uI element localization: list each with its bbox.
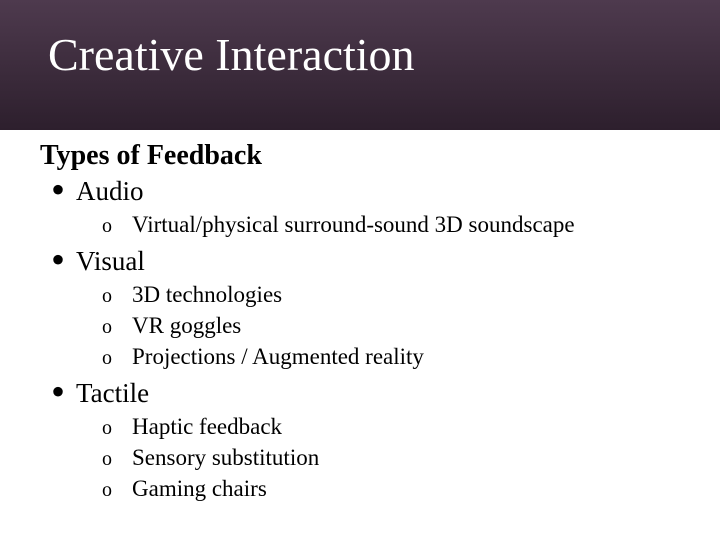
bullet-icon: • xyxy=(40,174,76,206)
sub-list-text: Gaming chairs xyxy=(132,474,267,504)
bullet-icon: • xyxy=(40,244,76,276)
sub-list-text: VR goggles xyxy=(132,311,241,341)
sub-bullet-icon: o xyxy=(102,448,132,471)
sub-list-item: o Virtual/physical surround-sound 3D sou… xyxy=(102,210,680,240)
list-item-label: Visual xyxy=(76,244,145,278)
sub-bullet-icon: o xyxy=(102,316,132,339)
sub-list-item: o 3D technologies xyxy=(102,280,680,310)
sub-list-item: o Sensory substitution xyxy=(102,443,680,473)
sub-list-item: o Gaming chairs xyxy=(102,474,680,504)
list-item: • Audio xyxy=(40,174,680,208)
sub-bullet-icon: o xyxy=(102,347,132,370)
sub-list-text: Projections / Augmented reality xyxy=(132,342,424,372)
sub-bullet-icon: o xyxy=(102,479,132,502)
sub-list-text: Sensory substitution xyxy=(132,443,319,473)
sub-bullet-icon: o xyxy=(102,215,132,238)
sub-list-item: o VR goggles xyxy=(102,311,680,341)
slide-title: Creative Interaction xyxy=(48,28,720,81)
slide-subtitle: Types of Feedback xyxy=(40,140,680,172)
bullet-icon: • xyxy=(40,376,76,408)
sub-bullet-icon: o xyxy=(102,417,132,440)
sub-list-item: o Haptic feedback xyxy=(102,412,680,442)
list-item-label: Audio xyxy=(76,174,144,208)
sub-list-text: Virtual/physical surround-sound 3D sound… xyxy=(132,210,575,240)
list-item-label: Tactile xyxy=(76,376,149,410)
sub-list-text: 3D technologies xyxy=(132,280,282,310)
sub-list-text: Haptic feedback xyxy=(132,412,282,442)
list-item: • Visual xyxy=(40,244,680,278)
sub-list: o Virtual/physical surround-sound 3D sou… xyxy=(102,210,680,240)
slide-content: Types of Feedback • Audio o Virtual/phys… xyxy=(0,130,720,504)
sub-list: o 3D technologies o VR goggles o Project… xyxy=(102,280,680,372)
sub-list-item: o Projections / Augmented reality xyxy=(102,342,680,372)
sub-list: o Haptic feedback o Sensory substitution… xyxy=(102,412,680,504)
sub-bullet-icon: o xyxy=(102,285,132,308)
list-item: • Tactile xyxy=(40,376,680,410)
header-band: Creative Interaction xyxy=(0,0,720,130)
